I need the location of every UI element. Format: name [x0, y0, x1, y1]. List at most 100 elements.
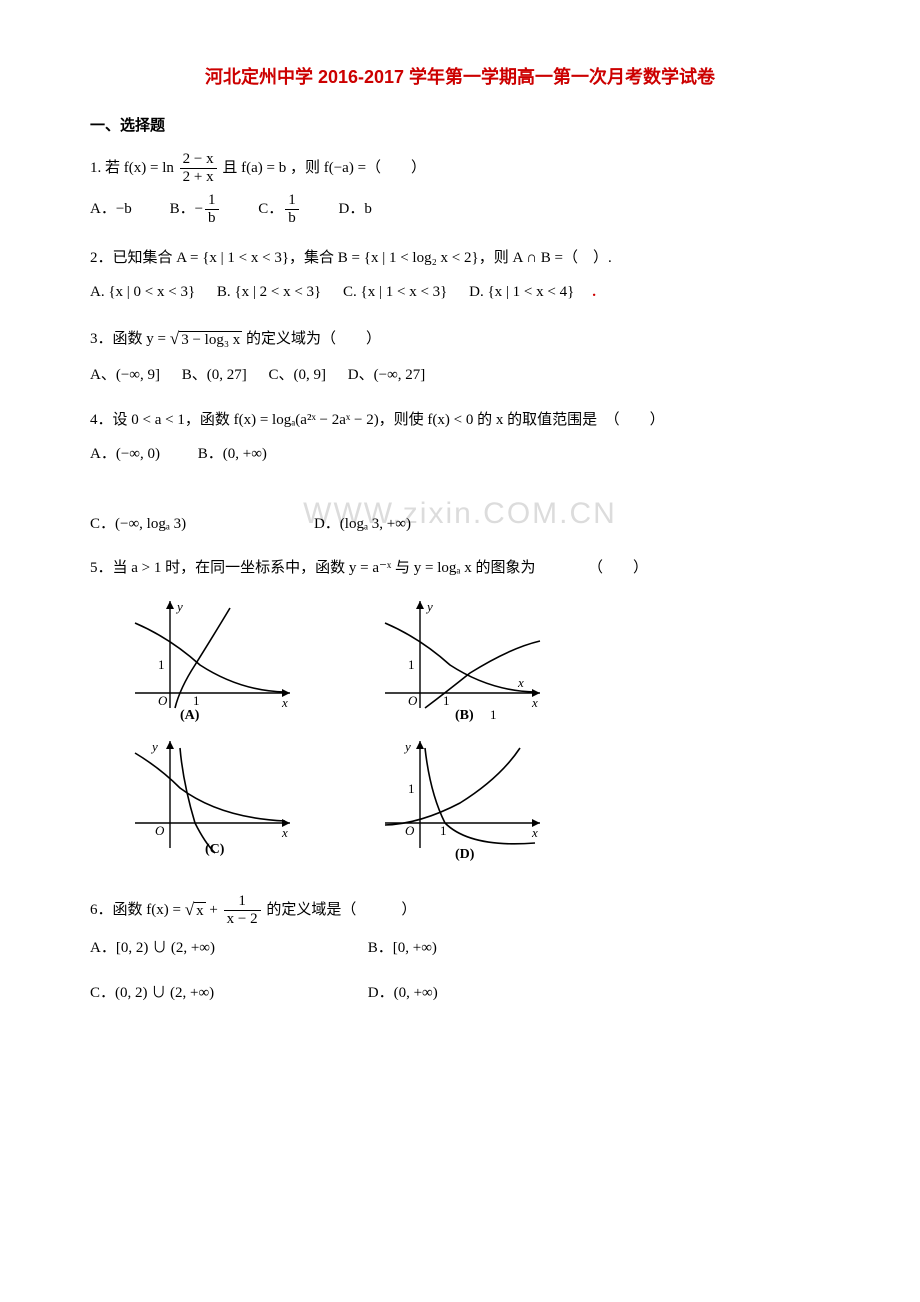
q6-optD: D．(0, +∞) — [368, 979, 438, 1008]
graph-A-svg: O x y 1 1 (A) — [120, 593, 300, 723]
q1-optB-den: b — [205, 210, 219, 227]
q4-options-row1: A．(−∞, 0) B．(0, +∞) — [90, 440, 830, 469]
axis-x: x — [281, 825, 288, 840]
q2-optD-val: {x | 1 < x < 4} — [487, 284, 574, 300]
q3-optC: C、(0, 9] — [269, 361, 327, 390]
graph-label-D: (D) — [455, 847, 475, 862]
q3-optB: B、(0, 27] — [182, 361, 247, 390]
q4-optC-val: (−∞, logₐ 3) — [115, 516, 186, 532]
axis-origin: O — [155, 823, 165, 838]
q6-prefix: 6．函数 f(x) = — [90, 902, 185, 918]
red-dot-icon: . — [592, 284, 596, 300]
q6-options-row1: A．[0, 2) ∪ (2, +∞) B．[0, +∞) — [90, 934, 830, 963]
q3-optA-val: (−∞, 9] — [116, 367, 160, 383]
q6-frac-num: 1 — [224, 893, 261, 911]
q1-optD-val: b — [364, 201, 372, 217]
q3-sqrt-content: 3 − log₃ x — [179, 331, 242, 348]
question-4: 4．设 0 < a < 1，函数 f(x) = logₐ(a²ˣ − 2aˣ −… — [90, 406, 830, 435]
q6-frac: 1 x − 2 — [224, 893, 261, 929]
q6-optC: C．(0, 2) ∪ (2, +∞) — [90, 979, 330, 1008]
q4-optB: B．(0, +∞) — [198, 440, 267, 469]
q1-frac-num: 2 − x — [180, 151, 217, 169]
q3-prefix: 3．函数 y = — [90, 331, 170, 347]
graph-label-B: (B) — [455, 708, 474, 723]
question-5: 5．当 a > 1 时，在同一坐标系中，函数 y = a⁻ˣ 与 y = log… — [90, 554, 830, 583]
axis-x: x — [281, 695, 288, 710]
tick-1y: 1 — [158, 657, 165, 672]
q1-optD: D．b — [339, 195, 372, 224]
q3-options: A、(−∞, 9] B、(0, 27] C、(0, 9] D、(−∞, 27] — [90, 361, 830, 390]
q1-optC-den: b — [285, 210, 299, 227]
q1-optB-num: 1 — [205, 192, 219, 210]
axis-x: x — [531, 695, 538, 710]
q6-plus: + — [209, 902, 221, 918]
axis-y: y — [150, 739, 158, 754]
q6-optA-val: [0, 2) ∪ (2, +∞) — [116, 940, 215, 956]
q3-optD: D、(−∞, 27] — [348, 361, 426, 390]
q3-sqrt: √3 − log₃ x — [170, 323, 243, 356]
q2-optA-val: {x | 0 < x < 3} — [108, 284, 195, 300]
q4-options-row2: C．(−∞, logₐ 3) D．(logₐ 3, +∞) — [90, 510, 830, 539]
question-3: 3．函数 y = √3 − log₃ x 的定义域为（ ） — [90, 323, 830, 356]
graph-label-A: (A) — [180, 708, 200, 723]
graph-label-C: (C) — [205, 842, 225, 857]
q5-graph-A: O x y 1 1 (A) — [120, 593, 300, 723]
q1-prefix: 1. 若 — [90, 160, 124, 176]
axis-x: x — [531, 825, 538, 840]
q1-mid: 且 f(a) = b ，则 f(−a) =（ ） — [222, 160, 426, 176]
q1-optB-frac: 1b — [205, 192, 219, 228]
axis-y: y — [175, 599, 183, 614]
axis-y: y — [425, 599, 433, 614]
q5-graph-B: O x x y 1 1 1 (B) — [370, 593, 550, 723]
q1-optA-val: −b — [116, 201, 132, 217]
q3-suffix: 的定义域为（ ） — [246, 331, 381, 347]
q6-optA: A．[0, 2) ∪ (2, +∞) — [90, 934, 330, 963]
q1-optC: C．1b — [258, 192, 301, 228]
tick-1y: 1 — [408, 781, 415, 796]
q1-frac-den: 2 + x — [180, 169, 217, 186]
q6-sqrt-content: x — [194, 902, 206, 919]
q6-sqrt: √x — [185, 894, 206, 927]
q1-options: A．−b B．−1b C．1b D．b — [90, 192, 830, 228]
axis-origin: O — [158, 693, 168, 708]
q4-optD-val: (logₐ 3, +∞) — [340, 516, 411, 532]
q6-options-row2: C．(0, 2) ∪ (2, +∞) D．(0, +∞) — [90, 979, 830, 1008]
axis-origin: O — [408, 693, 418, 708]
q3-optD-val: (−∞, 27] — [374, 367, 426, 383]
q1-func: f(x) = ln — [124, 160, 174, 176]
graph-B-svg: O x x y 1 1 1 (B) — [370, 593, 550, 723]
q3-optA: A、(−∞, 9] — [90, 361, 160, 390]
q6-optD-val: (0, +∞) — [394, 985, 438, 1001]
axis-x-inner: x — [517, 675, 524, 690]
tick-1x: 1 — [193, 693, 200, 708]
q2-optB-val: {x | 2 < x < 3} — [234, 284, 321, 300]
q2-options: A. {x | 0 < x < 3} B. {x | 2 < x < 3} C.… — [90, 278, 830, 307]
paper-title: 河北定州中学 2016-2017 学年第一学期高一第一次月考数学试卷 — [90, 60, 830, 94]
q2-optC: C. {x | 1 < x < 3} — [343, 278, 447, 307]
graph-D-svg: O x y 1 1 (D) — [370, 733, 550, 863]
q2-optB: B. {x | 2 < x < 3} — [217, 278, 321, 307]
q6-frac-den: x − 2 — [224, 911, 261, 928]
q2-optD: D. {x | 1 < x < 4} — [469, 278, 574, 307]
q5-graphs-row1: O x y 1 1 (A) O x x y 1 1 1 (B) — [120, 593, 830, 723]
q6-optB-val: [0, +∞) — [393, 940, 437, 956]
question-2: 2．已知集合 A = {x | 1 < x < 3}，集合 B = {x | 1… — [90, 244, 830, 273]
q5-graph-D: O x y 1 1 (D) — [370, 733, 550, 863]
q5-graph-C: O x y (C) — [120, 733, 300, 863]
q3-optB-val: (0, 27] — [207, 367, 247, 383]
question-6: 6．函数 f(x) = √x + 1 x − 2 的定义域是（ ） — [90, 893, 830, 929]
q6-optB: B．[0, +∞) — [368, 934, 437, 963]
tick-1x: 1 — [440, 823, 447, 838]
question-1: 1. 若 f(x) = ln 2 − x 2 + x 且 f(a) = b ，则… — [90, 151, 830, 187]
axis-y: y — [403, 739, 411, 754]
q1-optC-frac: 1b — [285, 192, 299, 228]
q6-suffix: 的定义域是（ ） — [266, 902, 416, 918]
q1-optA: A．−b — [90, 195, 132, 224]
q4-optC: C．(−∞, logₐ 3) — [90, 510, 186, 539]
q2-optA: A. {x | 0 < x < 3} — [90, 278, 195, 307]
q5-graphs-row2: O x y (C) O x y 1 1 (D) — [120, 733, 830, 863]
q1-optC-num: 1 — [285, 192, 299, 210]
q2-optC-val: {x | 1 < x < 3} — [361, 284, 448, 300]
q4-optD: D．(logₐ 3, +∞) — [314, 510, 411, 539]
section-heading: 一、选择题 — [90, 112, 830, 141]
